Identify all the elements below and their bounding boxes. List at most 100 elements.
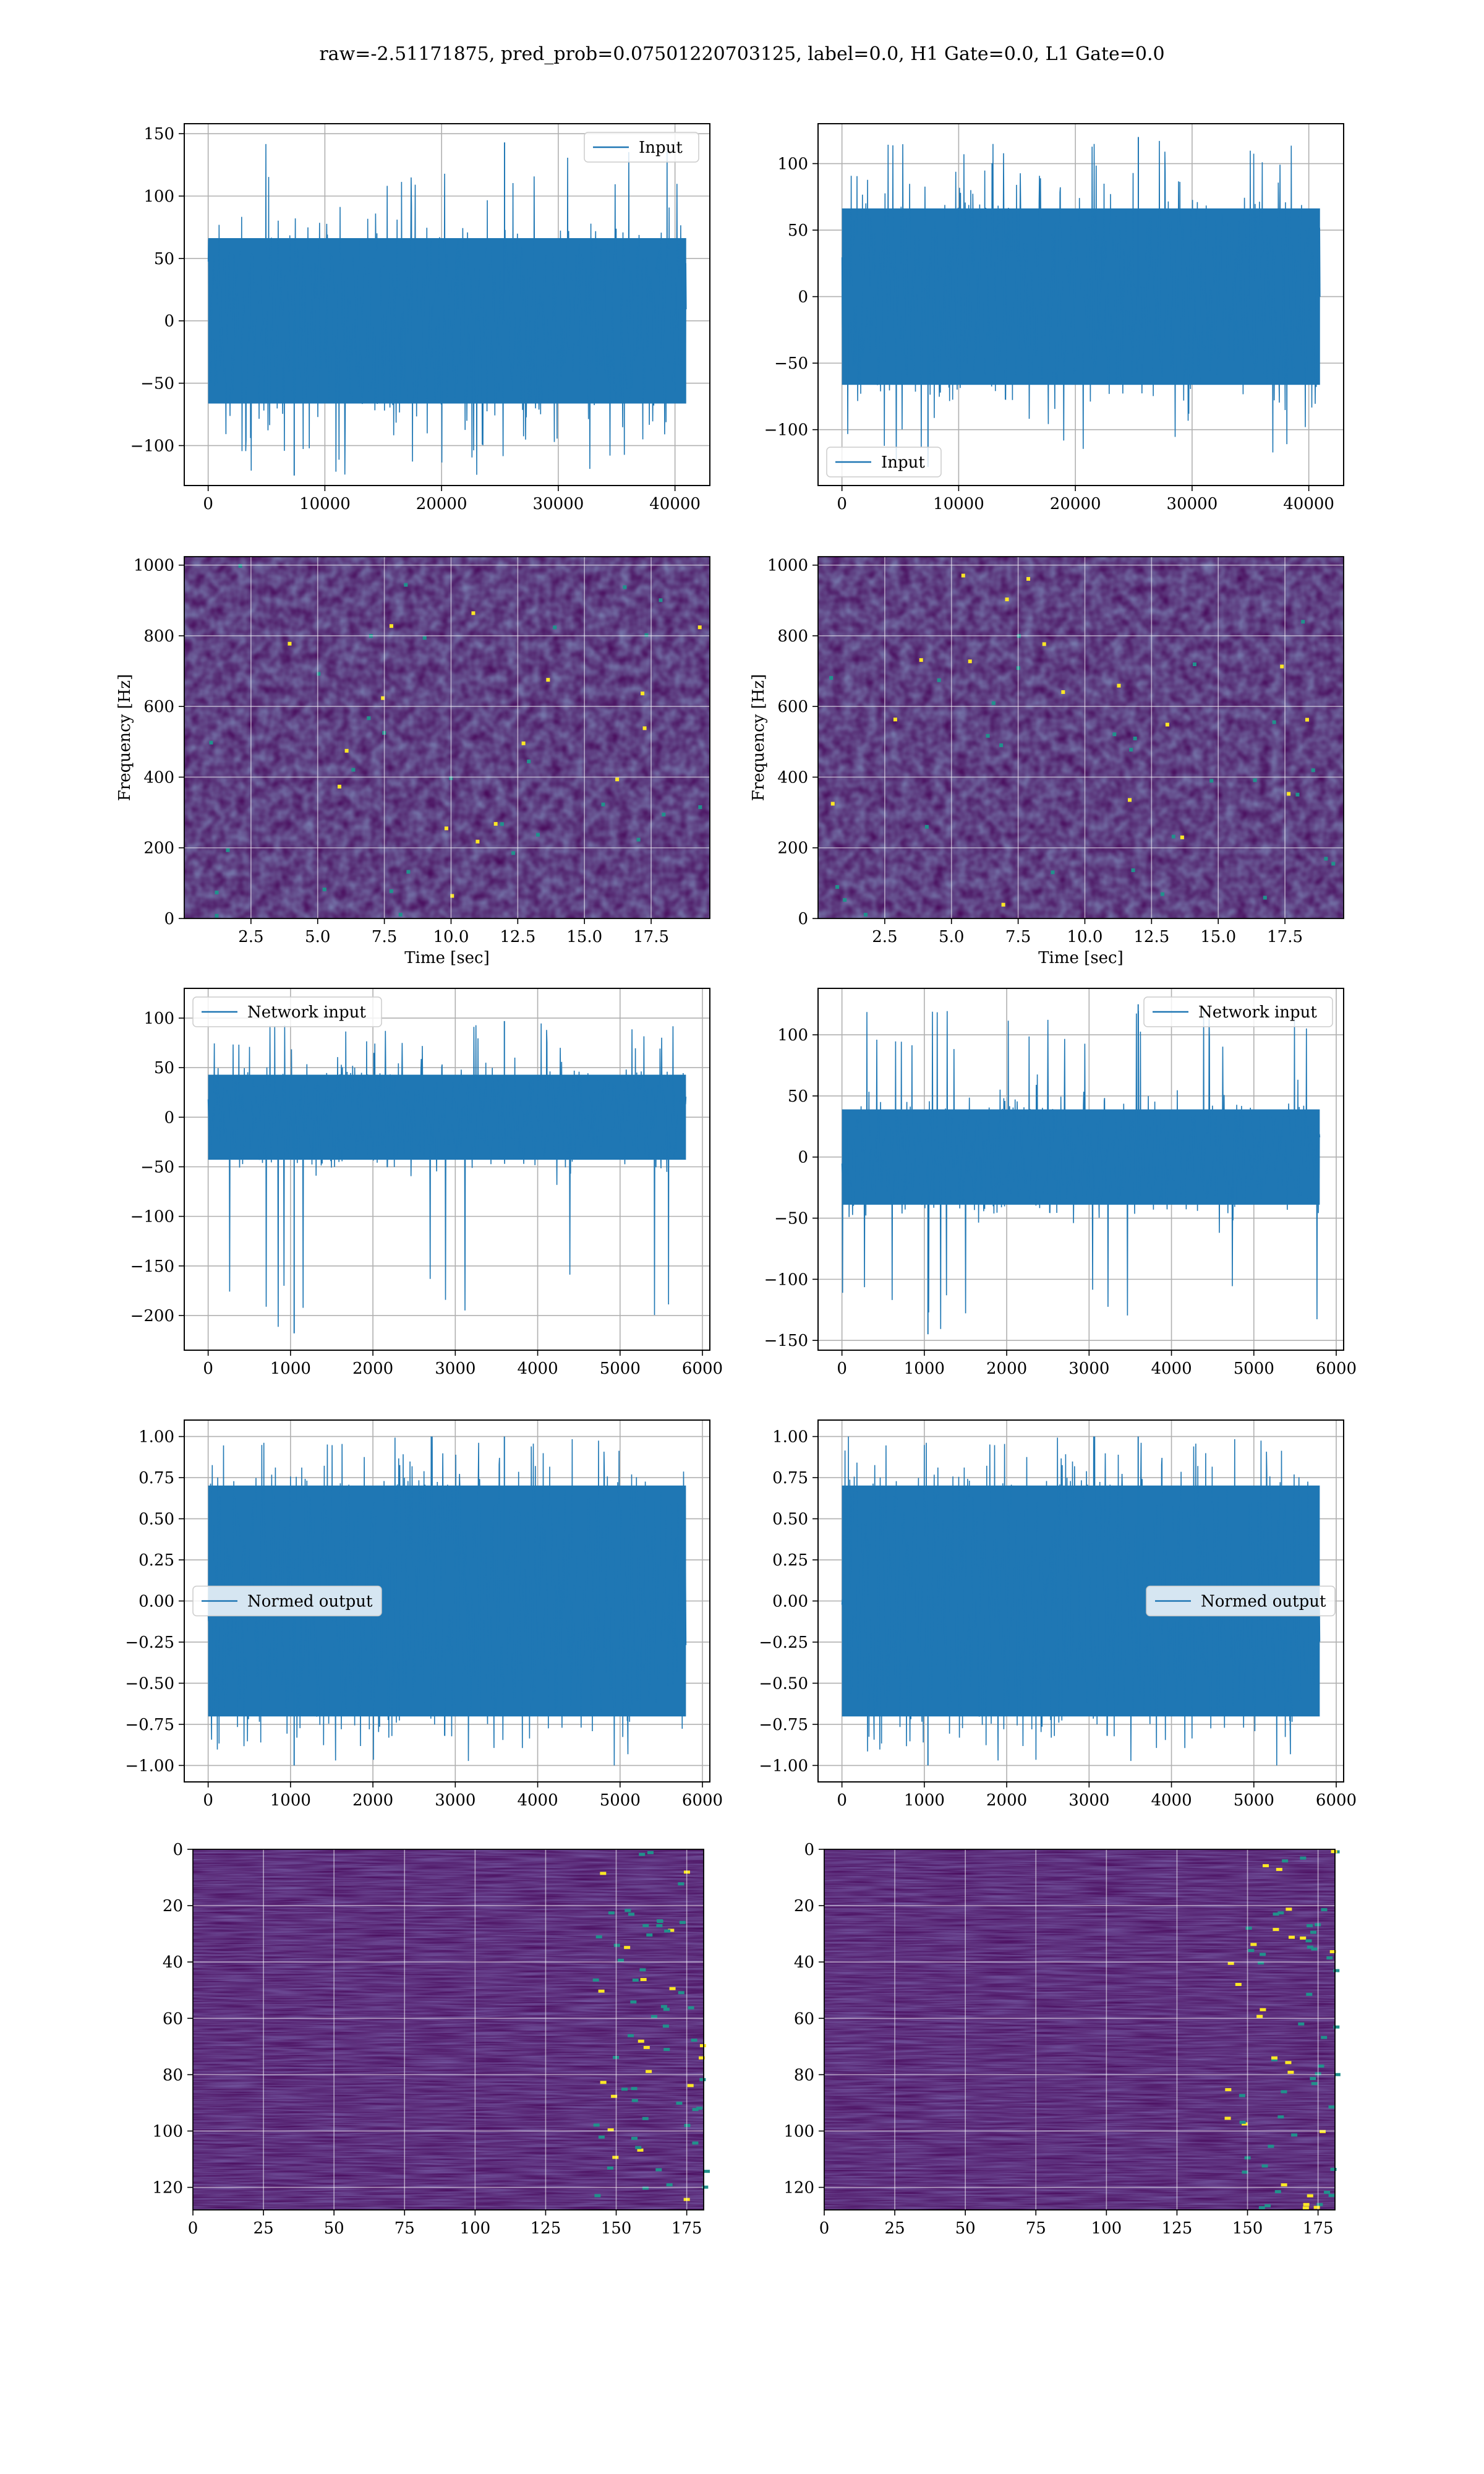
- x-tick-label: 40000: [649, 495, 701, 513]
- x-tick-label: 12.5: [1133, 928, 1169, 946]
- x-tick-label: 17.5: [633, 928, 669, 946]
- heat-hotspot: [1291, 2133, 1298, 2137]
- x-tick-label: 5000: [600, 1359, 641, 1378]
- heat-hotspot: [1303, 2202, 1310, 2206]
- heat-hotspot: [389, 624, 393, 628]
- x-tick-label: 3000: [1068, 1359, 1109, 1378]
- heat-hotspot: [1321, 2035, 1328, 2039]
- signal-trace: [207, 143, 687, 475]
- heat-hotspot: [835, 885, 840, 889]
- legend-box: [192, 1585, 382, 1617]
- x-tick-label: 10.0: [433, 928, 469, 946]
- h1-spectrogram-ylabel: Frequency [Hz]: [116, 674, 134, 802]
- y-tick-label: 0.00: [139, 1593, 174, 1611]
- l1-normed-output-legend: Normed output: [1146, 1585, 1336, 1617]
- heat-hotspot: [1258, 1961, 1264, 1965]
- heat-hotspot: [553, 625, 557, 630]
- y-tick-label: 120: [783, 2179, 814, 2198]
- x-tick-label: 10000: [299, 495, 351, 513]
- heat-hotspot: [404, 583, 408, 587]
- x-tick-label: 0: [188, 2219, 198, 2238]
- heat-hotspot: [226, 848, 230, 852]
- h1-spectrogram-frame: [184, 556, 710, 919]
- x-tick-label: 0: [837, 1359, 847, 1378]
- heat-hotspot: [1277, 1911, 1284, 1915]
- l1-normed-output-frame-top: [817, 1419, 1344, 1783]
- y-tick-label: 100: [143, 1009, 174, 1028]
- l1-normed-output-axes: 0 1000 2000 3000 4000 5000 6000 −1.00 −0.75 −0.50…: [759, 1419, 1357, 1810]
- heat-hotspot: [663, 2048, 670, 2052]
- heat-hotspot: [598, 2135, 605, 2139]
- heat-hotspot: [1307, 2194, 1313, 2198]
- heat-hotspot: [638, 2039, 644, 2043]
- l1-input-axes: 0 10000 20000 30000 40000 −100 −50 0 50 100 Input: [764, 123, 1344, 513]
- y-tick-label: 150: [143, 125, 174, 143]
- heat-hotspot: [684, 2123, 691, 2127]
- l1-feature-map-axes: 0 25 50 75 100 125 150 175 0 20 40 60 80 100 120: [783, 1841, 1341, 2238]
- heat-hotspot: [999, 743, 1004, 747]
- y-tick-label: 600: [777, 698, 808, 716]
- heat-hotspot: [1311, 2082, 1318, 2086]
- legend-label: Input: [639, 139, 683, 157]
- heat-hotspot: [692, 2141, 699, 2145]
- x-tick-label: 75: [1026, 2219, 1046, 2238]
- y-tick-label: −50: [774, 354, 808, 373]
- heat-hotspot: [1318, 2064, 1324, 2068]
- y-tick-label: 800: [777, 627, 808, 646]
- x-tick-label: 150: [601, 2219, 632, 2238]
- heat-hotspot: [1260, 2008, 1266, 2011]
- heat-hotspot: [493, 822, 498, 826]
- heat-hotspot: [668, 1928, 675, 1932]
- y-tick-label: −50: [774, 1210, 808, 1228]
- legend-label: Input: [881, 453, 925, 472]
- heat-hotspot: [642, 2186, 649, 2190]
- heat-hotspot: [688, 2006, 694, 2010]
- y-tick-label: 100: [777, 1026, 808, 1045]
- x-tick-label: 17.5: [1267, 928, 1303, 946]
- heat-hotspot: [1307, 1924, 1313, 1927]
- heat-hotspot: [893, 717, 897, 722]
- heat-hotspot: [511, 851, 516, 855]
- x-tick-label: 175: [1303, 2219, 1334, 2238]
- heat-hotspot: [521, 741, 526, 745]
- heat-hotspot: [639, 1852, 646, 1856]
- heat-hotspot: [592, 1978, 599, 1982]
- heat-hotspot: [1331, 862, 1336, 866]
- x-tick-label: 2000: [352, 1791, 393, 1810]
- heat-hotspot: [1333, 2025, 1340, 2029]
- heat-hotspot: [961, 573, 965, 578]
- heat-hotspot: [444, 826, 448, 831]
- heat-hotspot: [1129, 748, 1133, 752]
- x-tick-label: 2.5: [238, 928, 263, 946]
- y-tick-label: 0.50: [772, 1510, 808, 1529]
- y-tick-label: 0.75: [139, 1469, 174, 1487]
- x-tick-label: 7.5: [372, 928, 397, 946]
- x-tick-label: 50: [324, 2219, 344, 2238]
- y-tick-label: −0.25: [759, 1633, 808, 1652]
- heat-hotspot: [1245, 1927, 1252, 1930]
- heat-hotspot: [623, 585, 627, 589]
- x-tick-label: 10.0: [1067, 928, 1103, 946]
- heat-hotspot: [1042, 642, 1046, 646]
- heat-hotspot: [698, 805, 702, 809]
- heat-hotspot: [1051, 870, 1055, 875]
- heat-hotspot: [663, 2008, 670, 2011]
- heat-hotspot: [697, 625, 702, 630]
- y-tick-label: −1.00: [125, 1757, 174, 1775]
- heat-hotspot: [692, 2108, 699, 2112]
- heat-hotspot: [608, 1911, 615, 1915]
- h1-network-input-frame-top: [184, 988, 710, 1351]
- h1-normed-output-legend: Normed output: [192, 1585, 382, 1617]
- heat-hotspot: [830, 802, 835, 806]
- heat-hotspot: [613, 1943, 620, 1947]
- heat-hotspot: [546, 678, 550, 682]
- y-tick-label: 50: [154, 1059, 174, 1077]
- heat-hotspot: [317, 672, 321, 676]
- y-tick-label: 0: [164, 910, 174, 928]
- heat-hotspot: [1131, 868, 1135, 873]
- heat-hotspot: [1258, 2206, 1265, 2209]
- y-tick-label: −150: [764, 1332, 808, 1350]
- heat-hotspot: [1239, 2094, 1245, 2097]
- y-tick-label: −100: [130, 1208, 174, 1226]
